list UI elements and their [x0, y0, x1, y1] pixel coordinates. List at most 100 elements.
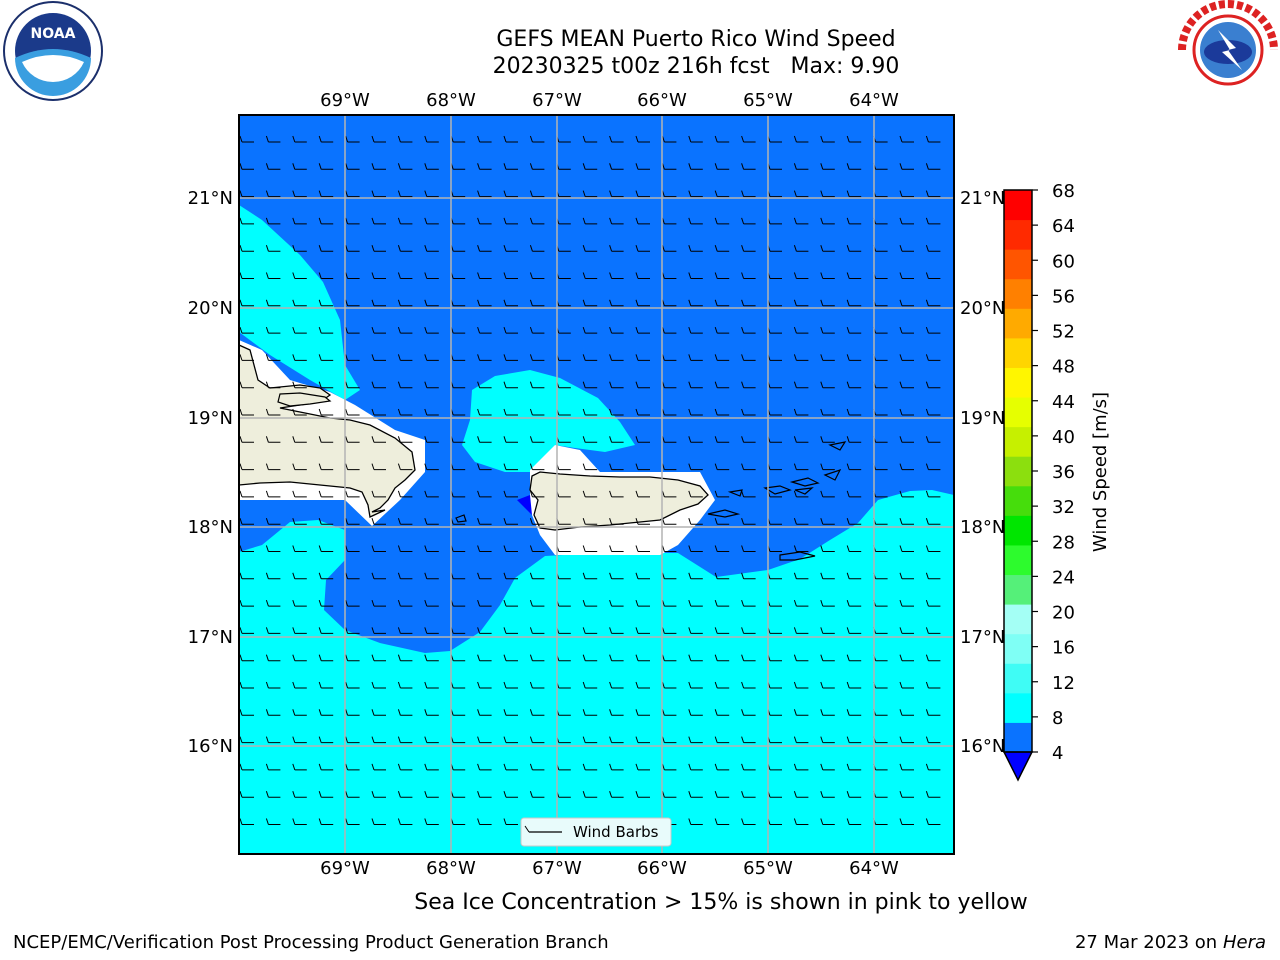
wind-barb	[899, 599, 914, 607]
wind-barb	[239, 299, 254, 307]
wind-barb	[397, 163, 413, 170]
wind-barb	[635, 135, 650, 143]
wind-barb	[265, 709, 281, 716]
wind-barb	[635, 408, 650, 416]
nws-logo	[1178, 0, 1278, 98]
wind-barb	[793, 217, 809, 225]
map-frame	[238, 114, 955, 855]
wind-barb	[503, 518, 518, 525]
wind-barb	[239, 490, 254, 498]
wind-barb	[635, 463, 650, 471]
wind-barb	[820, 299, 835, 307]
wind-barb	[688, 654, 703, 662]
wind-barb	[846, 135, 862, 143]
lat-label: 18°N	[960, 517, 1005, 538]
wind-barb	[846, 381, 862, 389]
wind-barb	[635, 599, 650, 607]
footer-machine: Hera	[1222, 932, 1266, 953]
wind-barb	[424, 518, 439, 525]
wind-barb	[714, 791, 730, 798]
colorbar-segment	[1004, 367, 1032, 398]
wind-barb	[714, 681, 730, 689]
wind-barb	[424, 572, 439, 580]
wind-barb	[503, 326, 518, 334]
wind-barb	[820, 217, 835, 225]
wind-barb	[503, 572, 518, 580]
lon-labels-bottom: 69°W 68°W 67°W 66°W 65°W 64°W	[320, 858, 899, 879]
wind-barb	[688, 190, 703, 198]
wind-barb	[925, 163, 941, 170]
wind-barb	[239, 326, 254, 334]
wind-barb	[899, 326, 914, 334]
wind-barb	[503, 163, 518, 170]
virgin-islands	[455, 441, 847, 561]
wind-barb	[397, 599, 413, 607]
wind-barb	[265, 818, 281, 825]
wind-barb	[609, 736, 624, 744]
wind-barb	[424, 736, 439, 744]
wind-barb	[503, 818, 518, 825]
wind-barb	[477, 599, 492, 607]
wind-barb	[318, 490, 334, 498]
wind-barb	[899, 681, 914, 689]
wind-barb	[714, 818, 730, 825]
wind-barb	[925, 381, 941, 389]
wind-barb	[741, 163, 756, 170]
wind-barb	[292, 245, 307, 252]
wind-barb	[741, 572, 756, 580]
colorbar-tick-label: 32	[1052, 497, 1075, 518]
wind-barb	[688, 627, 703, 634]
wind-barb	[925, 654, 941, 662]
wind-barb	[265, 463, 281, 471]
wind-barb	[292, 736, 307, 744]
wind-barb	[239, 135, 254, 143]
wind-barb	[741, 736, 756, 744]
wind-barb	[424, 163, 439, 170]
wind-barb	[239, 763, 254, 771]
wind-barb	[529, 326, 545, 334]
wind-barb	[529, 654, 545, 662]
wind-barb	[688, 490, 703, 498]
wind-barb	[793, 299, 809, 307]
wind-barb	[582, 354, 598, 361]
wind-barb	[265, 245, 281, 252]
wind-barb	[239, 381, 254, 389]
wind-barb	[925, 681, 941, 689]
wind-barb	[793, 599, 809, 607]
wind-barb	[582, 490, 598, 498]
wind-barb	[793, 436, 809, 443]
wind-barb	[714, 599, 730, 607]
wind-barb	[397, 763, 413, 771]
wind-barb	[714, 381, 730, 389]
wind-barb	[318, 354, 334, 361]
wind-barb	[371, 545, 386, 552]
wind-barb	[371, 681, 386, 689]
colorbar-segment	[1004, 633, 1032, 664]
wind-barb	[609, 572, 624, 580]
wind-barb	[820, 408, 835, 416]
wind-barb	[371, 818, 386, 825]
wind-barb	[609, 381, 624, 389]
wind-barb	[846, 545, 862, 552]
wind-barb	[503, 654, 518, 662]
wind-barb	[239, 354, 254, 361]
wind-barb	[345, 654, 360, 662]
wind-barb	[688, 763, 703, 771]
wind-barb	[265, 299, 281, 307]
wind-barb	[820, 709, 835, 716]
wind-barb	[265, 763, 281, 771]
wind-barb	[424, 272, 439, 279]
ocean-high-band-central	[462, 370, 635, 472]
wind-barb	[318, 463, 334, 471]
map-legend: Wind Barbs	[520, 817, 672, 847]
wind-barb	[899, 463, 914, 471]
wind-barb	[292, 599, 307, 607]
ocean-high-band-south	[239, 490, 954, 854]
wind-barb	[318, 163, 334, 170]
wind-barb	[529, 627, 545, 634]
wind-barb	[582, 681, 598, 689]
wind-barb	[688, 135, 703, 143]
wind-barb	[793, 654, 809, 662]
wind-barb	[239, 463, 254, 471]
wind-barb	[503, 408, 518, 416]
